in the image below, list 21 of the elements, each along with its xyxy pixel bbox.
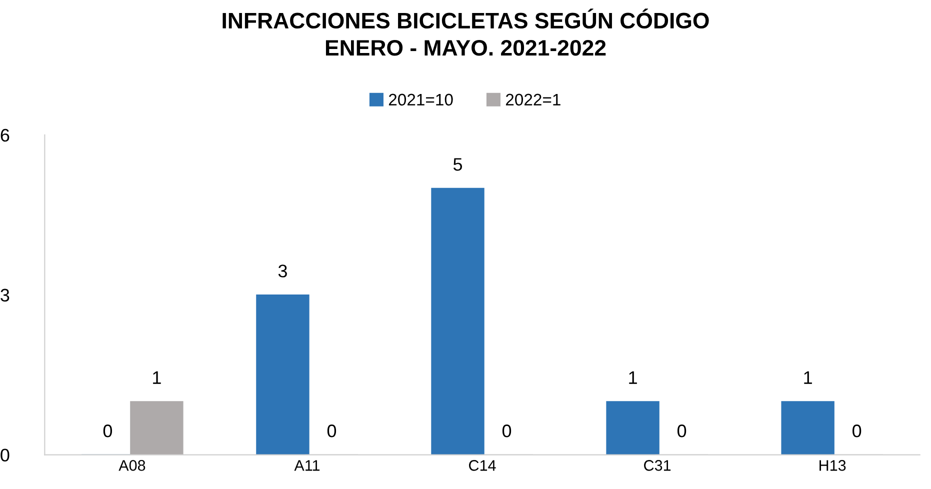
data-label: 0 [103, 424, 112, 438]
data-label: 5 [453, 158, 462, 171]
y-tick-label: 6 [0, 128, 10, 142]
x-tick-label: C14 [469, 460, 496, 471]
legend-label: 2021=10 [388, 94, 453, 106]
data-label: 3 [278, 264, 287, 278]
data-label: 0 [852, 424, 862, 438]
data-label: 0 [677, 424, 686, 438]
data-label: 1 [629, 371, 637, 384]
y-tick-label: 3 [0, 288, 10, 302]
x-tick-label: A11 [294, 460, 320, 471]
y-tick-label: 0 [0, 448, 10, 462]
data-label: 0 [502, 424, 512, 438]
data-label: 0 [327, 424, 336, 438]
chart-title: INFRACCIONES BICICLETAS SEGÚN CÓDIGO ENERO - MAYO. 2021-2022 [222, 8, 709, 56]
data-label: 1 [804, 371, 812, 384]
legend-label: 2022=1 [506, 94, 560, 106]
x-tick-label: A08 [118, 460, 146, 471]
x-tick-label: H13 [820, 460, 846, 471]
data-label: 1 [153, 371, 161, 384]
x-tick-label: C31 [644, 460, 671, 471]
